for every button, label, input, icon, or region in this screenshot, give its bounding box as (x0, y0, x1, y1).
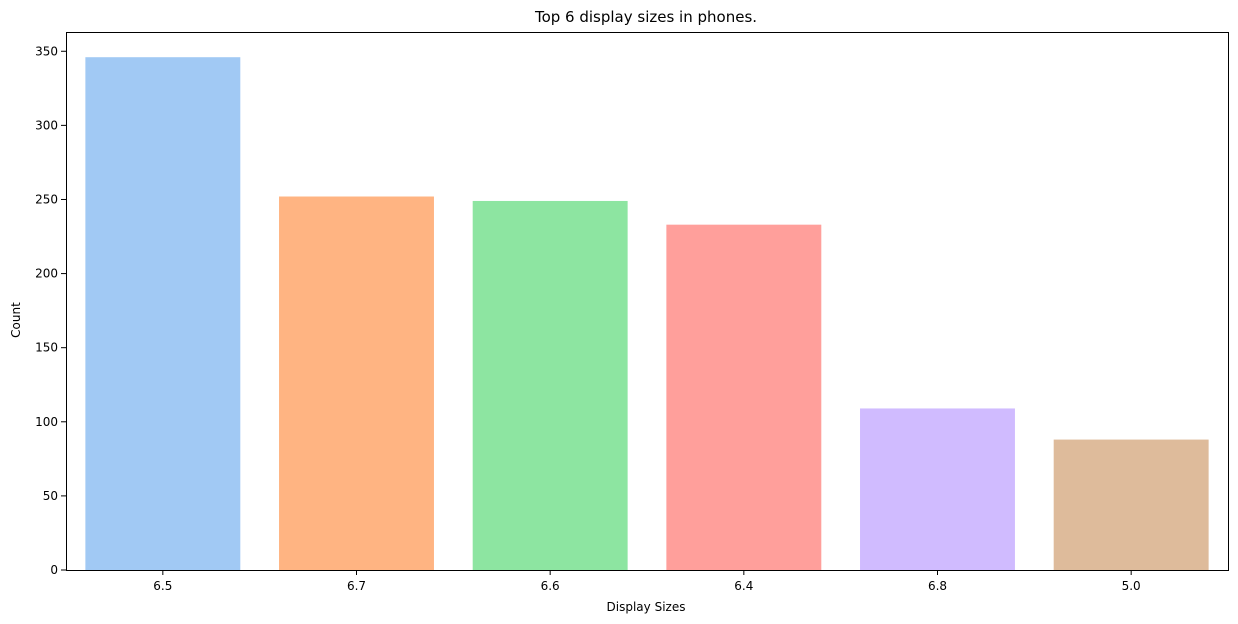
y-tick-label: 0 (50, 563, 58, 577)
y-tick-label: 200 (35, 267, 58, 281)
y-tick-label: 100 (35, 415, 58, 429)
plot-frame (66, 32, 1229, 571)
chart-title: Top 6 display sizes in phones. (534, 8, 757, 26)
x-axis-label: Display Sizes (607, 600, 686, 614)
x-axis: 6.5 6.7 6.6 6.4 6.8 5.0 (153, 570, 1141, 593)
y-tick-label: 250 (35, 192, 58, 206)
x-tick-label: 6.8 (928, 579, 947, 593)
y-tick-label: 50 (43, 489, 58, 503)
x-tick-label: 6.5 (153, 579, 172, 593)
x-tick-label: 6.6 (541, 579, 560, 593)
bar-6.7 (279, 196, 434, 570)
bar-6.5 (85, 57, 241, 570)
y-tick-label: 300 (35, 118, 58, 132)
bar-5.0 (1053, 439, 1209, 570)
bar-6.8 (860, 408, 1015, 570)
x-tick-label: 5.0 (1122, 579, 1141, 593)
bar-6.6 (472, 200, 628, 570)
x-tick-label: 6.4 (734, 579, 753, 593)
y-axis: 0 50 100 150 200 250 300 350 (35, 44, 66, 577)
bar-6.4 (666, 224, 822, 571)
x-tick-label: 6.7 (347, 579, 366, 593)
bars-layer (85, 57, 1209, 571)
y-tick-label: 150 (35, 341, 58, 355)
y-tick-label: 350 (35, 44, 58, 58)
y-axis-label: Count (9, 302, 23, 338)
